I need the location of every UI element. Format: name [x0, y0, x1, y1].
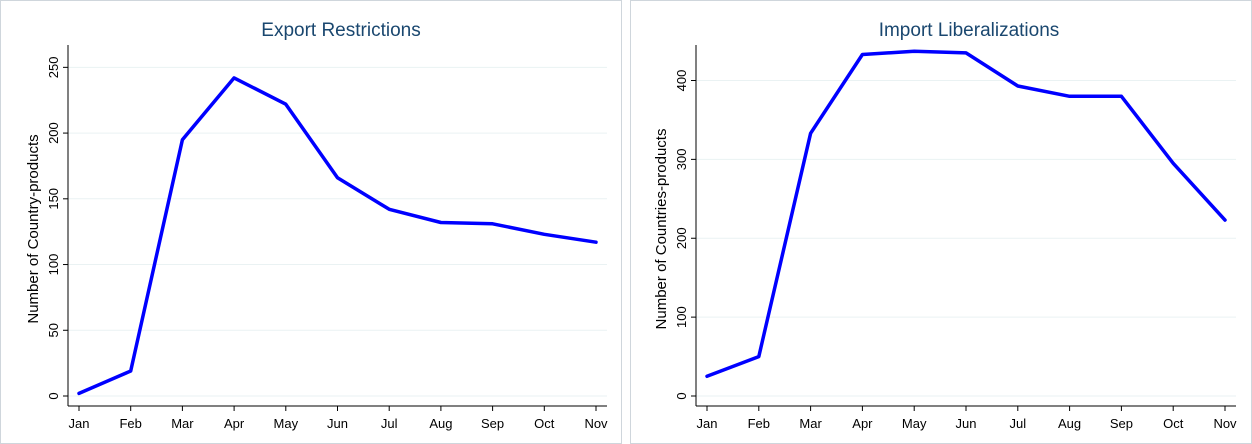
y-tick-label: 100 — [674, 306, 689, 328]
export-restrictions-chart: Export Restrictions Number of Country-pr… — [0, 0, 622, 444]
x-tick-label: Aug — [429, 416, 452, 431]
series-line — [705, 49, 1227, 379]
x-tick-label: Oct — [1163, 416, 1184, 431]
x-tick-label: Mar — [171, 416, 194, 431]
y-tick-label: 400 — [674, 70, 689, 92]
axes: 0 50 100 150 200 250 Jan Feb Mar Apr May Jun Jul Aug S… — [46, 45, 608, 431]
series — [77, 76, 598, 396]
y-tick-label: 150 — [46, 188, 61, 210]
x-tick-label: Aug — [1058, 416, 1081, 431]
import-liberalizations-chart: Import Liberalizations Number of Countri… — [630, 0, 1252, 444]
y-tick-label: 50 — [46, 323, 61, 337]
x-tick-label: Apr — [224, 416, 245, 431]
x-tick-label: Jul — [1009, 416, 1026, 431]
chart-panel-export-restrictions: Export Restrictions Number of Country-pr… — [0, 0, 622, 444]
x-tick-label: Nov — [584, 416, 608, 431]
x-tick-label: May — [902, 416, 927, 431]
x-tick-label: Apr — [852, 416, 873, 431]
axes: 0 100 200 300 400 Jan Feb Mar Apr May Jun Jul Aug Sep… — [674, 45, 1237, 431]
y-axis-label: Number of Countries-products — [653, 129, 670, 330]
x-tick-label: Oct — [534, 416, 555, 431]
x-tick-label: Mar — [799, 416, 822, 431]
chart-panel-import-liberalizations: Import Liberalizations Number of Countri… — [630, 0, 1252, 444]
x-tick-label: May — [274, 416, 299, 431]
y-axis-label: Number of Country-products — [25, 134, 42, 323]
y-tick-label: 0 — [46, 392, 61, 399]
series — [705, 49, 1227, 379]
x-tick-label: Feb — [748, 416, 770, 431]
x-tick-label: Jul — [381, 416, 398, 431]
chart-title: Import Liberalizations — [879, 20, 1060, 41]
series-line — [77, 76, 598, 396]
x-tick-label: Jan — [697, 416, 718, 431]
x-tick-label: Feb — [119, 416, 141, 431]
y-tick-label: 250 — [46, 56, 61, 78]
grid-lines — [68, 66, 607, 397]
x-tick-label: Nov — [1213, 416, 1237, 431]
panel-border — [630, 0, 1252, 444]
y-tick-label: 200 — [46, 122, 61, 144]
y-tick-label: 300 — [674, 149, 689, 171]
x-tick-label: Sep — [481, 416, 504, 431]
x-tick-label: Jan — [69, 416, 90, 431]
chart-title: Export Restrictions — [261, 20, 420, 41]
x-tick-label: Jun — [327, 416, 348, 431]
grid-lines — [696, 79, 1236, 397]
x-tick-label: Sep — [1110, 416, 1133, 431]
y-tick-label: 100 — [46, 254, 61, 276]
y-tick-label: 0 — [674, 392, 689, 399]
y-tick-label: 200 — [674, 227, 689, 249]
x-tick-label: Jun — [956, 416, 977, 431]
